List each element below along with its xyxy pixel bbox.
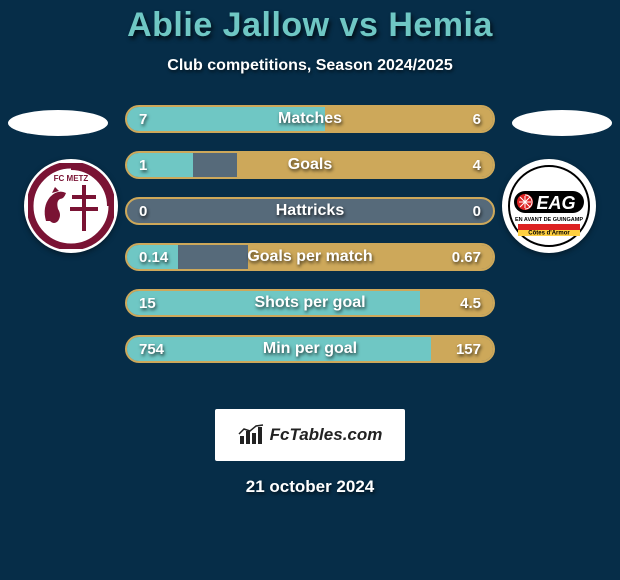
metz-badge-icon: FC METZ [28,163,114,249]
svg-text:EAG: EAG [536,193,575,213]
branding-badge: FcTables.com [215,409,405,461]
svg-text:EN AVANT DE GUINGAMP: EN AVANT DE GUINGAMP [515,217,583,223]
comparison-card: Ablie Jallow vs Hemia Club competitions,… [0,0,620,497]
stat-label: Matches [127,107,493,131]
date-label: 21 october 2024 [0,477,620,497]
stat-row: 0.140.67Goals per match [125,243,495,271]
left-player-ellipse [8,110,108,136]
stat-row: 00Hattricks [125,197,495,225]
svg-text:Côtes d'Armor: Côtes d'Armor [528,231,570,237]
stat-row: 154.5Shots per goal [125,289,495,317]
stats-area: FC METZ EAG EN AVANT DE GUI [0,105,620,405]
subtitle: Club competitions, Season 2024/2025 [0,57,620,75]
branding-text: FcTables.com [270,425,383,445]
stat-row: 14Goals [125,151,495,179]
stat-label: Goals per match [127,245,493,269]
guingamp-badge-icon: EAG EN AVANT DE GUINGAMP Côtes d'Armor [506,163,592,249]
left-club-logo: FC METZ [24,159,118,253]
stat-label: Min per goal [127,337,493,361]
page-title: Ablie Jallow vs Hemia [0,6,620,45]
stat-row: 754157Min per goal [125,335,495,363]
right-player-ellipse [512,110,612,136]
chart-icon [238,424,264,446]
right-club-logo: EAG EN AVANT DE GUINGAMP Côtes d'Armor [502,159,596,253]
stat-label: Shots per goal [127,291,493,315]
svg-text:FC METZ: FC METZ [54,174,89,183]
stat-label: Goals [127,153,493,177]
stat-row: 76Matches [125,105,495,133]
stat-label: Hattricks [127,199,493,223]
stat-bars: 76Matches 14Goals 00Hattricks 0.140.67Goals… [125,105,495,363]
